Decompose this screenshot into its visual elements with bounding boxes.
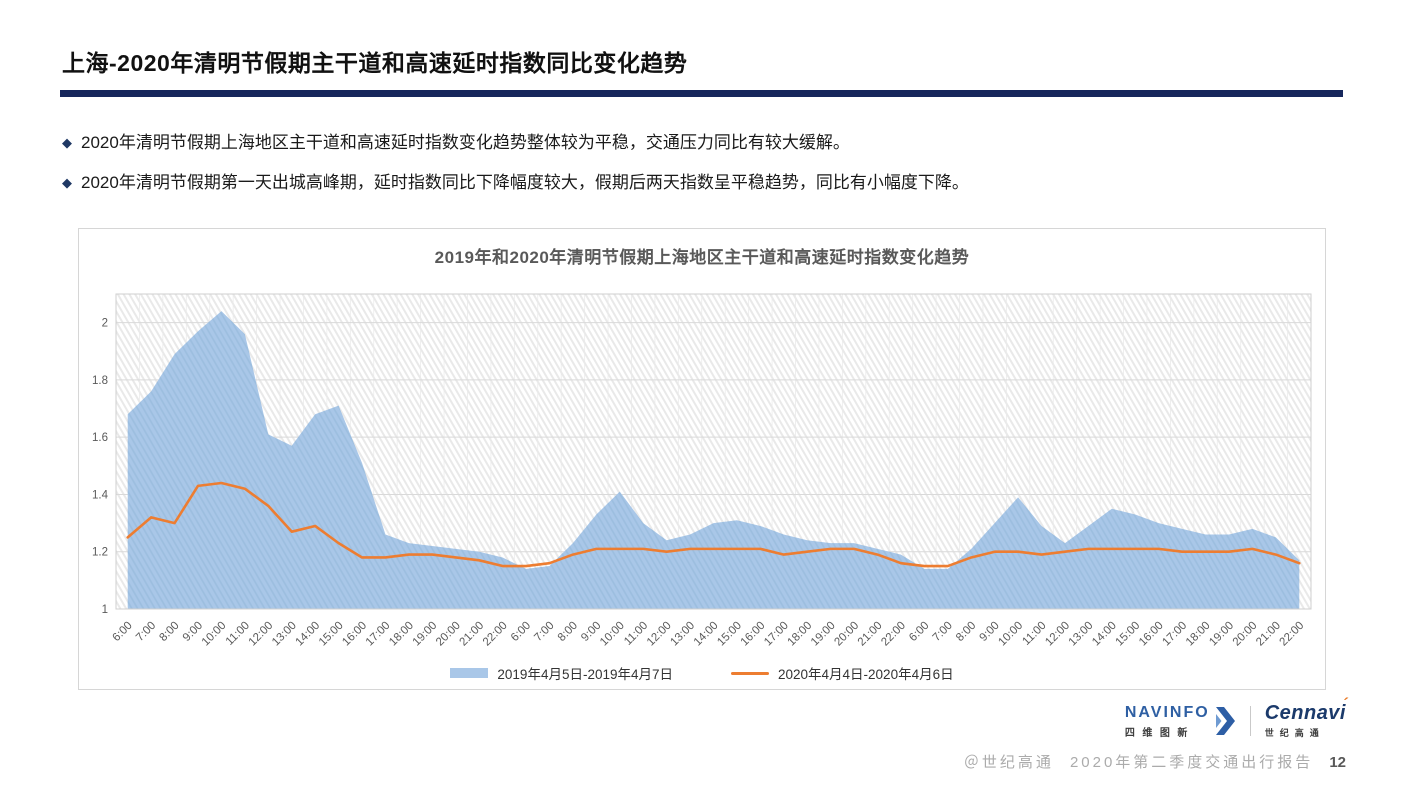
x-axis-tick-label: 15:00 <box>317 620 346 649</box>
delay-index-chart: 11.21.41.61.826:00 7:00 8:00 9:0010:0011:00… <box>92 293 1312 649</box>
x-axis-tick-label: 12:00 <box>247 620 276 649</box>
x-axis-tick-label: 16:00 <box>1137 620 1166 649</box>
report-title: 2020年第二季度交通出行报告 <box>1069 754 1314 771</box>
x-axis-tick-label: 22:00 <box>1278 620 1307 649</box>
x-axis-tick-label: 16:00 <box>739 620 768 649</box>
y-axis-tick-label: 1.2 <box>92 547 108 559</box>
x-axis-tick-label: 17:00 <box>1160 620 1189 649</box>
x-axis-tick-label: 18:00 <box>1184 620 1213 649</box>
x-axis-tick-label: 11:00 <box>224 620 252 648</box>
x-axis-tick-label: 13:00 <box>270 620 299 649</box>
cennavi-subtext: 世纪高通 <box>1264 728 1325 738</box>
x-axis-tick-label: 8:00 <box>954 620 978 644</box>
plot-border <box>115 293 1312 610</box>
navinfo-subtext: 四维图新 <box>1124 727 1195 739</box>
cennavi-logo: Cennavi ´ 世纪高通 <box>1264 696 1348 739</box>
x-axis-tick-label: 11:00 <box>622 620 650 648</box>
x-axis-tick-label: 18:00 <box>387 620 416 649</box>
x-axis-tick-label: 19:00 <box>1207 620 1236 649</box>
chart-panel: 2019年和2020年清明节假期上海地区主干道和高速延时指数变化趋势 1 1.2 1… <box>78 228 1326 690</box>
bullet-text: 2020年清明节假期上海地区主干道和高速延时指数变化趋势整体较为平稳，交通压力同… <box>81 133 850 152</box>
summary-bullets: ◆ 2020年清明节假期上海地区主干道和高速延时指数变化趋势整体较为平稳，交通压… <box>62 130 1352 210</box>
chart-legend: 2019年4月5日-2019年4月7日 2020年4月4日-2020年4月6日 <box>79 663 1325 683</box>
bullet-item: ◆ 2020年清明节假期上海地区主干道和高速延时指数变化趋势整体较为平稳，交通压… <box>62 130 1352 155</box>
x-axis-tick-label: 21:00 <box>457 620 486 649</box>
x-axis-tick-label: 6:00 <box>509 620 533 644</box>
x-axis-tick-label: 12:00 <box>645 620 674 649</box>
navinfo-wordmark: NAVINFO <box>1124 703 1210 721</box>
x-axis-tick-label: 11:00 <box>1020 620 1048 648</box>
x-axis-tick-label: 7:00 <box>532 620 556 644</box>
x-axis-tick-label: 14:00 <box>692 620 721 649</box>
x-axis-tick-label: 15:00 <box>1114 620 1143 649</box>
x-axis-tick-label: 20:00 <box>832 620 861 649</box>
x-axis-tick-label: 19:00 <box>809 620 838 649</box>
page-title: 上海-2020年清明节假期主干道和高速延时指数同比变化趋势 <box>62 50 688 76</box>
x-axis-tick-label: 18:00 <box>786 620 815 649</box>
x-axis-tick-label: 17:00 <box>762 620 791 649</box>
legend-label: 2019年4月5日-2019年4月7日 <box>497 667 673 682</box>
y-axis-tick-label: 1.8 <box>92 375 108 387</box>
x-axis-tick-label: 13:00 <box>668 620 697 649</box>
x-axis-tick-label: 8:00 <box>157 620 181 644</box>
diamond-bullet-icon: ◆ <box>62 135 72 150</box>
title-underline-bar <box>60 90 1343 97</box>
x-axis-tick-label: 10:00 <box>598 620 627 649</box>
x-axis-tick-label: 20:00 <box>434 620 463 649</box>
x-axis-tick-label: 19:00 <box>411 620 440 649</box>
x-axis-tick-label: 7:00 <box>134 620 158 644</box>
y-axis-tick-label: 1 <box>102 604 108 616</box>
y-axis-tick-label: 2 <box>102 318 108 330</box>
x-axis-tick-label: 15:00 <box>715 620 744 649</box>
x-axis-tick-label: 22:00 <box>481 620 510 649</box>
footer-logos: NAVINFO 四维图新 Cennavi ´ 世纪高通 <box>1125 696 1348 739</box>
legend-item-2019: 2019年4月5日-2019年4月7日 <box>450 663 673 683</box>
legend-item-2020: 2020年4月4日-2020年4月6日 <box>731 663 954 683</box>
x-axis-tick-label: 6:00 <box>111 620 135 644</box>
legend-label: 2020年4月4日-2020年4月6日 <box>778 667 954 682</box>
x-axis-tick-label: 14:00 <box>1090 620 1119 649</box>
line-series-2020 <box>126 481 1301 568</box>
y-axis-tick-label: 1.4 <box>92 489 109 501</box>
chart-title: 2019年和2020年清明节假期上海地区主干道和高速延时指数变化趋势 <box>434 248 970 267</box>
area-series-2019 <box>127 311 1300 609</box>
x-axis-tick-label: 16:00 <box>340 620 369 649</box>
x-axis-tick-label: 17:00 <box>364 620 393 649</box>
x-axis-tick-label: 10:00 <box>200 620 229 649</box>
x-axis-tick-label: 21:00 <box>856 620 885 649</box>
cennavi-wordmark: Cennavi ´ <box>1264 696 1348 724</box>
line-series-swatch <box>731 671 769 675</box>
diamond-bullet-icon: ◆ <box>62 175 72 190</box>
x-axis-tick-label: 6:00 <box>907 620 931 644</box>
x-axis-tick-label: 8:00 <box>556 620 580 644</box>
bullet-item: ◆ 2020年清明节假期第一天出城高峰期，延时指数同比下降幅度较大，假期后两天指… <box>62 170 1352 195</box>
x-axis-tick-label: 20:00 <box>1231 620 1260 649</box>
bullet-text: 2020年清明节假期第一天出城高峰期，延时指数同比下降幅度较大，假期后两天指数呈… <box>81 173 969 192</box>
logo-divider <box>1249 706 1251 736</box>
x-axis-tick-label: 22:00 <box>879 620 908 649</box>
navinfo-chevron-icon <box>1215 707 1235 735</box>
credit-prefix: ＠世纪高通 <box>963 754 1054 771</box>
x-axis-tick-label: 10:00 <box>996 620 1025 649</box>
x-axis-tick-label: 21:00 <box>1254 620 1283 649</box>
x-axis-tick-label: 7:00 <box>931 620 955 644</box>
x-axis-tick-label: 12:00 <box>1043 620 1072 649</box>
navinfo-logo: NAVINFO 四维图新 <box>1125 704 1236 739</box>
footer-credit: ＠世纪高通 2020年第二季度交通出行报告 12 <box>964 751 1346 772</box>
x-axis-tick-label: 13:00 <box>1067 620 1096 649</box>
y-axis-tick-label: 1.6 <box>92 432 108 444</box>
cennavi-accent-mark: ´ <box>1342 696 1348 713</box>
area-series-swatch <box>450 668 489 678</box>
x-axis-tick-label: 14:00 <box>293 620 322 649</box>
page-number: 12 <box>1329 754 1346 771</box>
